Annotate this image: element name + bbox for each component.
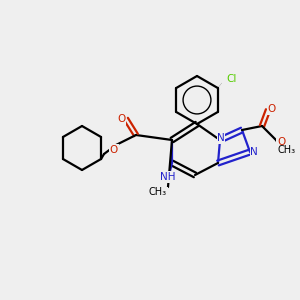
Text: O: O bbox=[277, 137, 285, 147]
Text: O: O bbox=[110, 145, 118, 155]
Text: N: N bbox=[217, 133, 225, 143]
Text: O: O bbox=[268, 104, 276, 114]
Text: N: N bbox=[250, 147, 258, 157]
Text: CH₃: CH₃ bbox=[278, 145, 296, 155]
Text: Cl: Cl bbox=[227, 74, 237, 84]
Text: O: O bbox=[117, 114, 125, 124]
Text: CH₃: CH₃ bbox=[149, 187, 167, 197]
Text: NH: NH bbox=[160, 172, 176, 182]
